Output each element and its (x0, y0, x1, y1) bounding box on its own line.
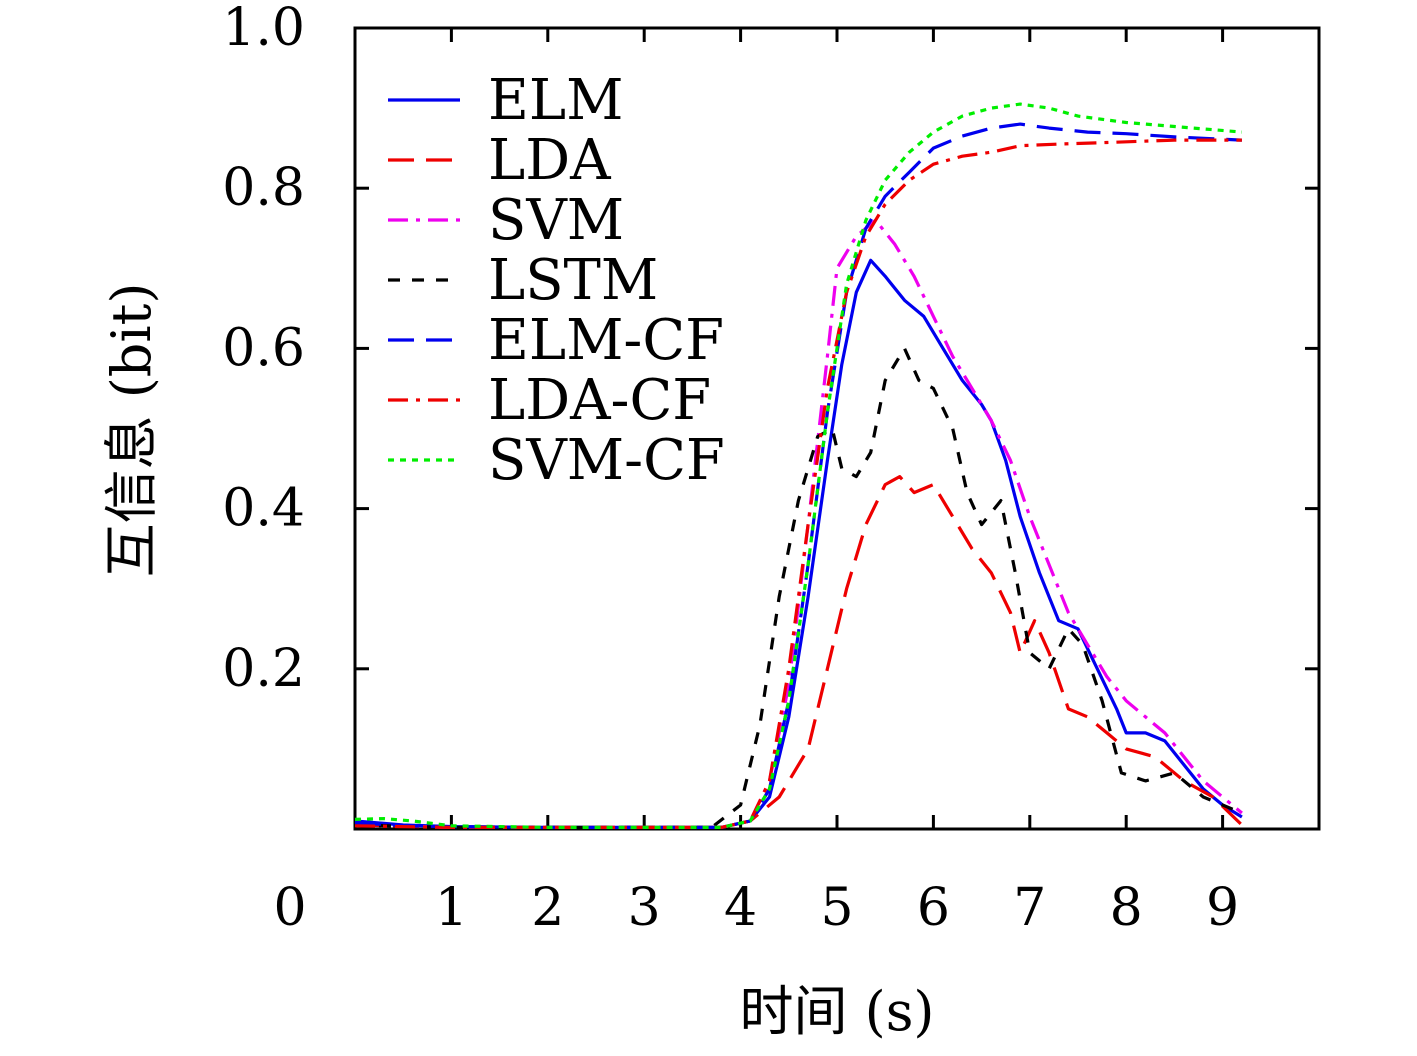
y-tick-label: 1.0 (222, 0, 305, 58)
x-tick-label: 5 (820, 878, 853, 938)
legend-label-elm-cf: ELM-CF (488, 308, 724, 373)
x-tick-label: 8 (1110, 878, 1143, 938)
legend-label-svm: SVM (488, 188, 624, 253)
x-tick-label: 0 (273, 878, 306, 938)
y-tick-label: 0.4 (222, 479, 305, 539)
axis-tick-labels: 0 1 2 3 4 5 6 7 8 9 0.2 0.4 0.6 0.8 1.0 (222, 0, 1239, 938)
x-tick-label: 7 (1013, 878, 1046, 938)
y-tick-label: 0.8 (222, 158, 305, 218)
x-tick-label: 4 (724, 878, 757, 938)
y-tick-label: 0.2 (222, 639, 305, 699)
y-tick-label: 0.6 (222, 318, 305, 378)
legend-label-elm: ELM (488, 68, 623, 133)
series-line-svm-cf (354, 102, 1243, 829)
x-tick-label: 3 (628, 878, 661, 938)
legend-label-lda-cf: LDA-CF (488, 368, 711, 433)
x-tick-label: 6 (917, 878, 950, 938)
legend-label-lstm: LSTM (488, 248, 658, 313)
legend-label-lda: LDA (488, 128, 611, 193)
axis-ticks (355, 28, 1319, 829)
series-lines (354, 102, 1244, 829)
legend-label-svm-cf: SVM-CF (488, 428, 725, 493)
x-axis-title: 时间 (s) (739, 980, 934, 1043)
y-axis-title: 互信息 (bit) (100, 283, 163, 578)
x-tick-label: 9 (1206, 878, 1239, 938)
series-line-lstm (354, 346, 1243, 829)
x-tick-label: 2 (531, 878, 564, 938)
x-tick-label: 1 (435, 878, 468, 938)
